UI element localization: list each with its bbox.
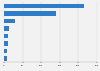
Bar [4, 49, 7, 53]
Bar [4, 56, 7, 61]
Bar [4, 41, 8, 46]
Bar [4, 19, 15, 23]
Bar [4, 11, 56, 16]
Bar [4, 34, 8, 38]
Bar [4, 26, 9, 31]
Bar [4, 4, 84, 8]
